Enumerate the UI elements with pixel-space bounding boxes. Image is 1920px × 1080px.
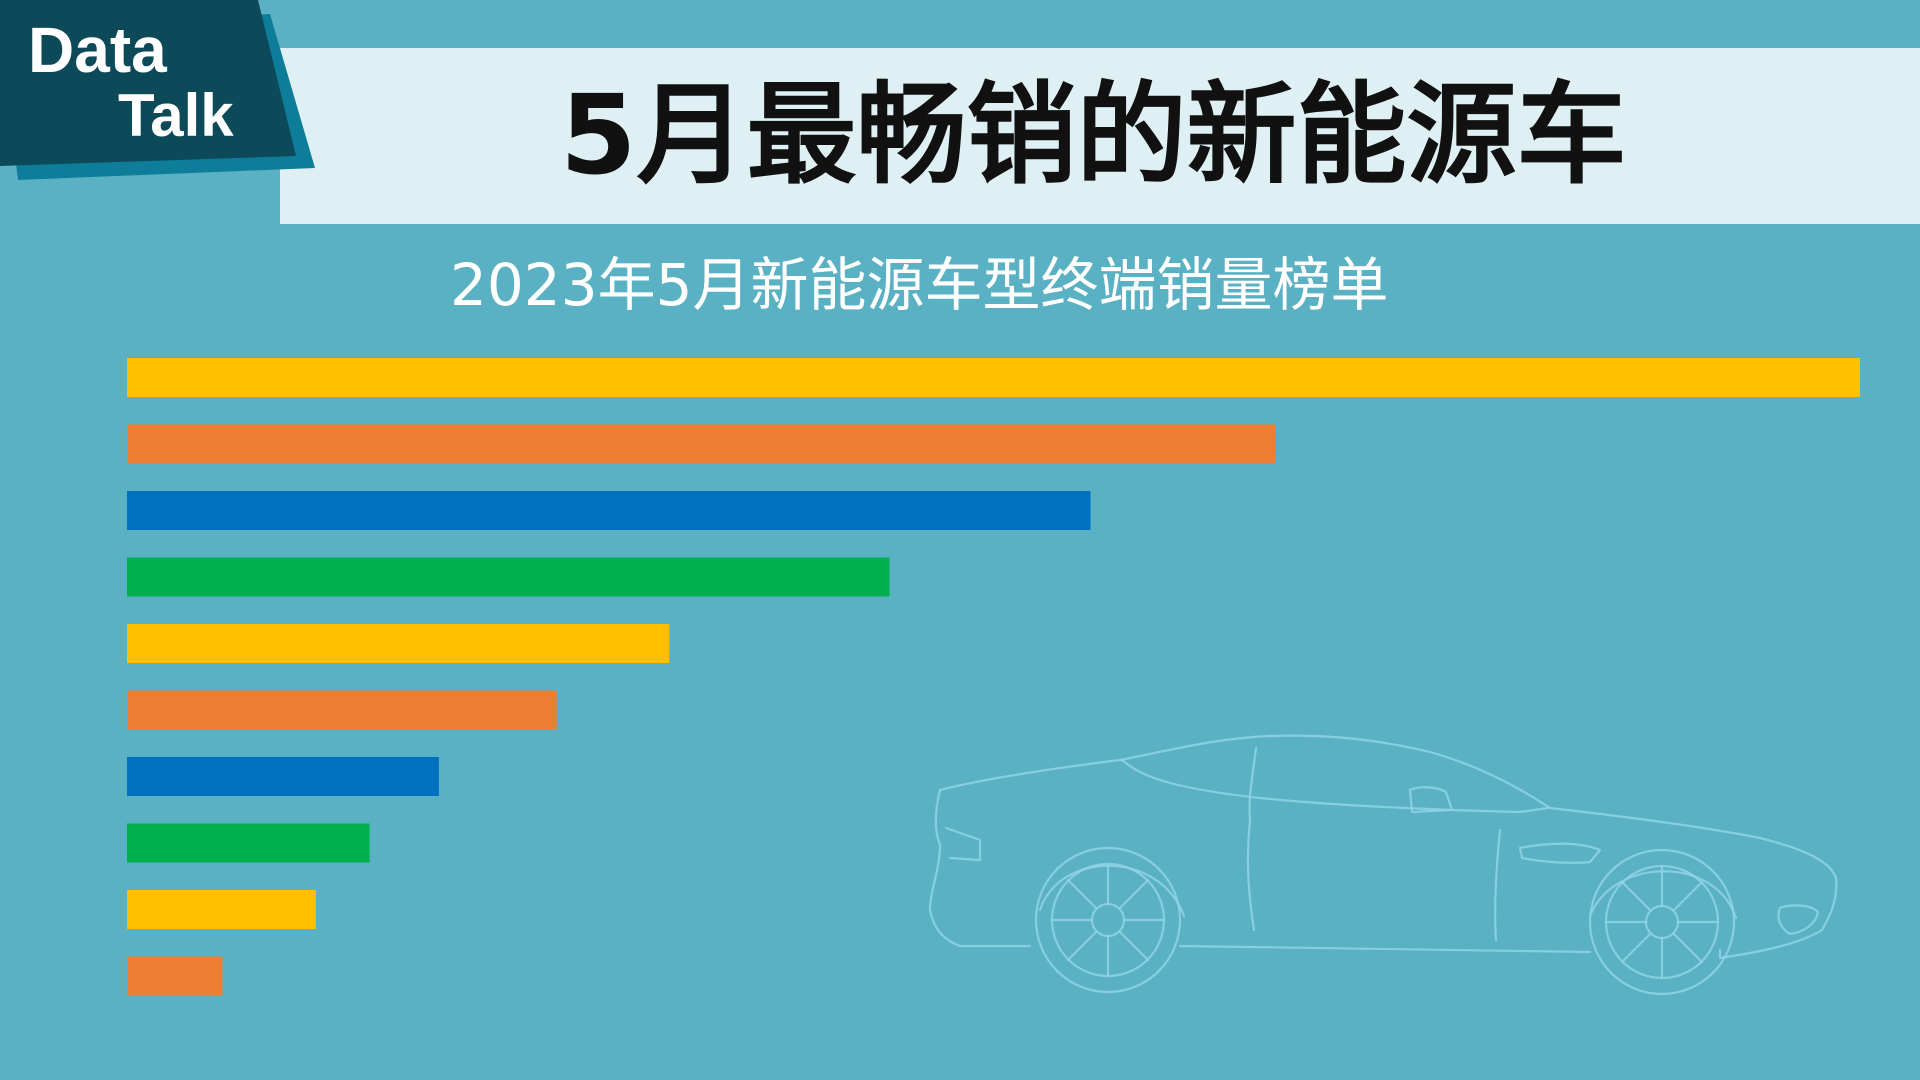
bar-rank-9: [127, 890, 316, 929]
bar-rank-1: [127, 358, 1860, 397]
bar-rank-3: [127, 491, 1091, 530]
data-talk-badge: [0, 0, 315, 180]
bar-rank-2: [127, 424, 1276, 464]
bar-rank-7: [127, 757, 439, 796]
title-band: [280, 48, 1920, 224]
badge-dark-shape: [0, 0, 296, 166]
badge-line-1: Data: [28, 14, 167, 86]
bar-rank-4: [127, 557, 890, 597]
bar-rank-10: [127, 956, 223, 996]
bar-rank-6: [127, 690, 557, 730]
bar-rank-8: [127, 823, 370, 863]
page-title: 5月最畅销的新能源车: [560, 71, 1627, 199]
bar-rank-5: [127, 624, 670, 663]
chart-title: 2023年5月新能源车型终端销量榜单: [450, 251, 1389, 319]
badge-line-2: Talk: [118, 82, 234, 149]
